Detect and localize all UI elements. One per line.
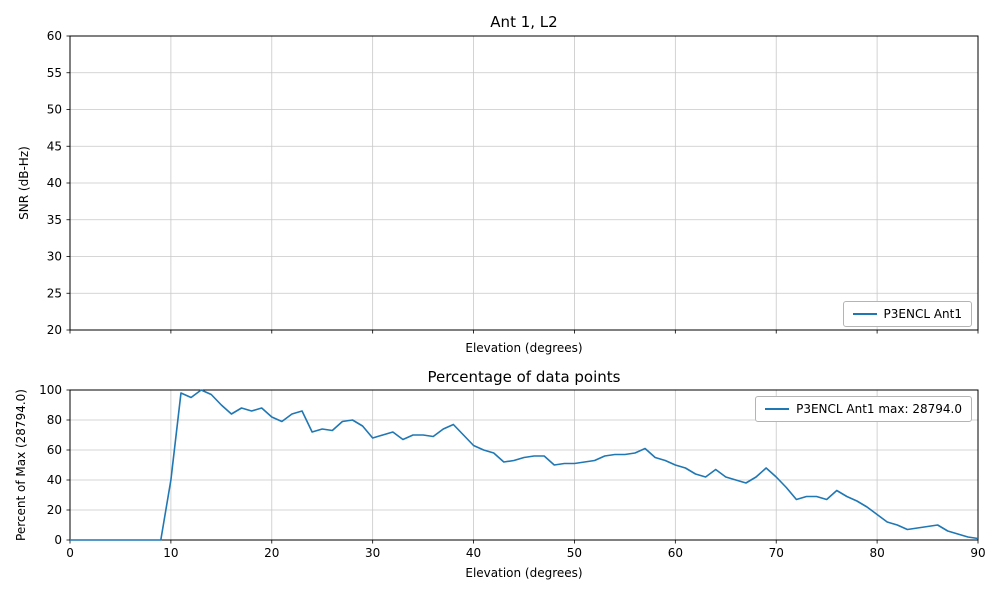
- legend-line-sample: [765, 408, 790, 410]
- svg-text:90: 90: [970, 546, 985, 560]
- svg-text:80: 80: [47, 413, 62, 427]
- svg-text:50: 50: [47, 103, 62, 117]
- snr-plot-area: 20 25 30 35 40 45 50 55 60: [47, 29, 979, 337]
- svg-text:20: 20: [47, 503, 62, 517]
- svg-text:25: 25: [47, 286, 62, 300]
- svg-text:20: 20: [264, 546, 279, 560]
- svg-text:40: 40: [47, 473, 62, 487]
- percentage-legend: P3ENCL Ant1 max: 28794.0: [755, 396, 972, 422]
- svg-text:80: 80: [869, 546, 884, 560]
- legend-line-sample: [852, 313, 877, 315]
- svg-text:20: 20: [47, 323, 62, 337]
- percentage-y-axis-label: Percent of Max (28794.0): [14, 389, 28, 541]
- svg-text:60: 60: [668, 546, 683, 560]
- svg-text:100: 100: [39, 383, 62, 397]
- percentage-legend-label: P3ENCL Ant1 max: 28794.0: [796, 402, 962, 416]
- svg-text:70: 70: [769, 546, 784, 560]
- snr-x-axis-label: Elevation (degrees): [465, 341, 583, 355]
- snr-y-axis-label: SNR (dB-Hz): [17, 146, 31, 220]
- svg-text:60: 60: [47, 29, 62, 43]
- svg-text:10: 10: [163, 546, 178, 560]
- snr-legend-label: P3ENCL Ant1: [883, 307, 962, 321]
- svg-text:60: 60: [47, 443, 62, 457]
- snr-chart-title: Ant 1, L2: [490, 13, 558, 31]
- svg-text:55: 55: [47, 66, 62, 80]
- svg-text:50: 50: [567, 546, 582, 560]
- svg-text:40: 40: [47, 176, 62, 190]
- percentage-x-axis-label: Elevation (degrees): [465, 566, 583, 580]
- svg-text:30: 30: [47, 250, 62, 264]
- svg-text:40: 40: [466, 546, 481, 560]
- svg-text:0: 0: [54, 533, 62, 547]
- snr-legend: P3ENCL Ant1: [842, 301, 972, 327]
- svg-text:30: 30: [365, 546, 380, 560]
- svg-text:0: 0: [66, 546, 74, 560]
- percentage-chart-title: Percentage of data points: [427, 368, 621, 386]
- svg-text:45: 45: [47, 139, 62, 153]
- svg-text:35: 35: [47, 213, 62, 227]
- snr-plot-svg: 20 25 30 35 40 45 50 55 60: [47, 29, 979, 337]
